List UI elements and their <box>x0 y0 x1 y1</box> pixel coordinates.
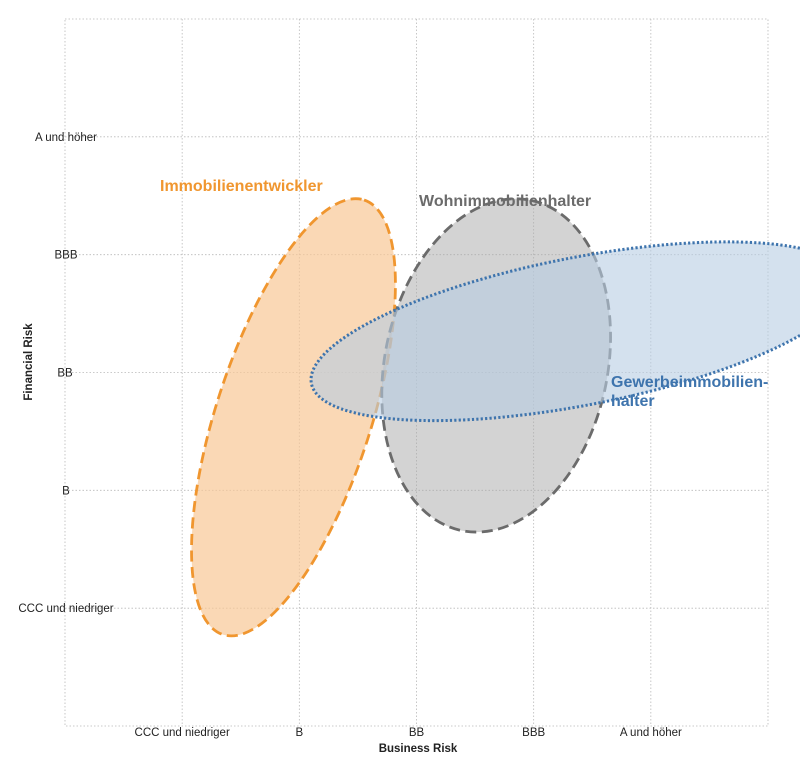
x-tick-label: BB <box>409 727 425 739</box>
gewerbeimmobilienhalter-label: Gewerbeimmobilien-halter <box>611 374 768 410</box>
x-tick-label: CCC und niedriger <box>135 727 230 739</box>
y-tick-label: CCC und niedriger <box>18 603 113 615</box>
series-label-line: Wohnimmobilienhalter <box>419 193 591 210</box>
series-label-line: Immobilienentwickler <box>160 178 323 195</box>
wohnimmobilienhalter-label: Wohnimmobilienhalter <box>419 193 591 210</box>
y-tick-label: A und höher <box>35 132 97 144</box>
y-tick-label: B <box>62 485 70 497</box>
ellipses <box>190 197 800 638</box>
series-labels: Immobilienentwickler Wohnimmobilienhalter… <box>160 178 768 410</box>
series-label-line: halter <box>611 393 655 410</box>
immobilienentwickler-label: Immobilienentwickler <box>160 178 323 195</box>
x-axis-title: Business Risk <box>379 743 458 755</box>
gewerbeimmobilienhalter-ellipse <box>309 240 800 423</box>
x-tick-label: B <box>295 727 303 739</box>
y-axis-title: Financial Risk <box>23 323 35 401</box>
y-tick-label: BB <box>57 368 73 380</box>
y-tick-label: BBB <box>54 250 77 262</box>
series-label-line: Gewerbeimmobilien- <box>611 374 768 391</box>
immobilienentwickler-ellipse <box>190 197 397 638</box>
x-tick-label: BBB <box>522 727 545 739</box>
x-tick-label: A und höher <box>620 727 682 739</box>
